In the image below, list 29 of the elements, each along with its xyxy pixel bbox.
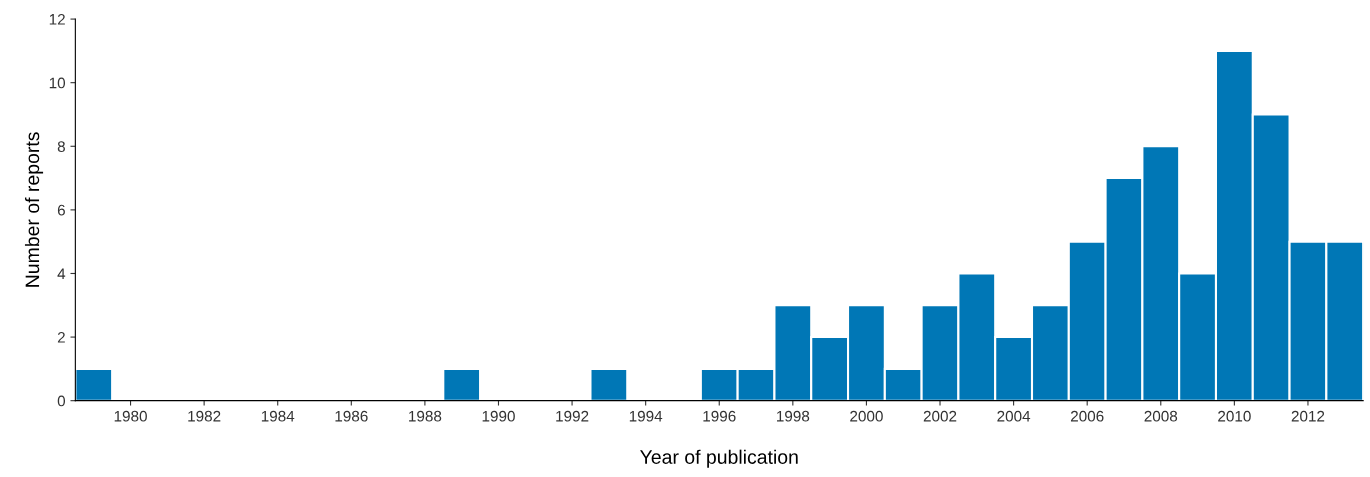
x-tick-label: 1980 (114, 410, 147, 422)
x-tick-label: 1990 (482, 410, 515, 422)
x-tick-label: 1982 (188, 410, 221, 422)
x-tick-label: 1988 (409, 410, 442, 422)
y-tick-label: 4 (57, 268, 66, 280)
x-tick-label: 2008 (1144, 410, 1178, 422)
x-tick-label: 1992 (556, 410, 589, 422)
x-tick-label: 1994 (629, 410, 663, 422)
x-tick-label: 2012 (1291, 410, 1325, 422)
x-tick-label: 2004 (997, 410, 1031, 422)
x-tick-label: 2000 (850, 410, 883, 422)
y-tick-label: 2 (57, 331, 65, 343)
bar (589, 367, 629, 401)
y-tick-label: 8 (57, 141, 65, 152)
x-tick-label: 1998 (777, 410, 810, 422)
bar (442, 367, 482, 401)
x-tick-label: 2002 (923, 410, 957, 422)
x-tick-label: 1996 (703, 410, 736, 422)
y-axis-title: Number of reports (24, 132, 44, 287)
x-axis-title: Year of publication (640, 449, 798, 468)
y-tick-label: 6 (57, 204, 65, 216)
y-tick-label: 10 (49, 77, 66, 89)
x-tick-label: 2010 (1218, 410, 1251, 422)
y-tick-label: 0 (57, 395, 66, 407)
x-tick-label: 1986 (335, 410, 368, 422)
x-tick-label: 2006 (1070, 410, 1104, 422)
y-tick-label: 12 (49, 13, 65, 25)
bar (75, 367, 114, 401)
x-tick-label: 1984 (261, 410, 295, 422)
